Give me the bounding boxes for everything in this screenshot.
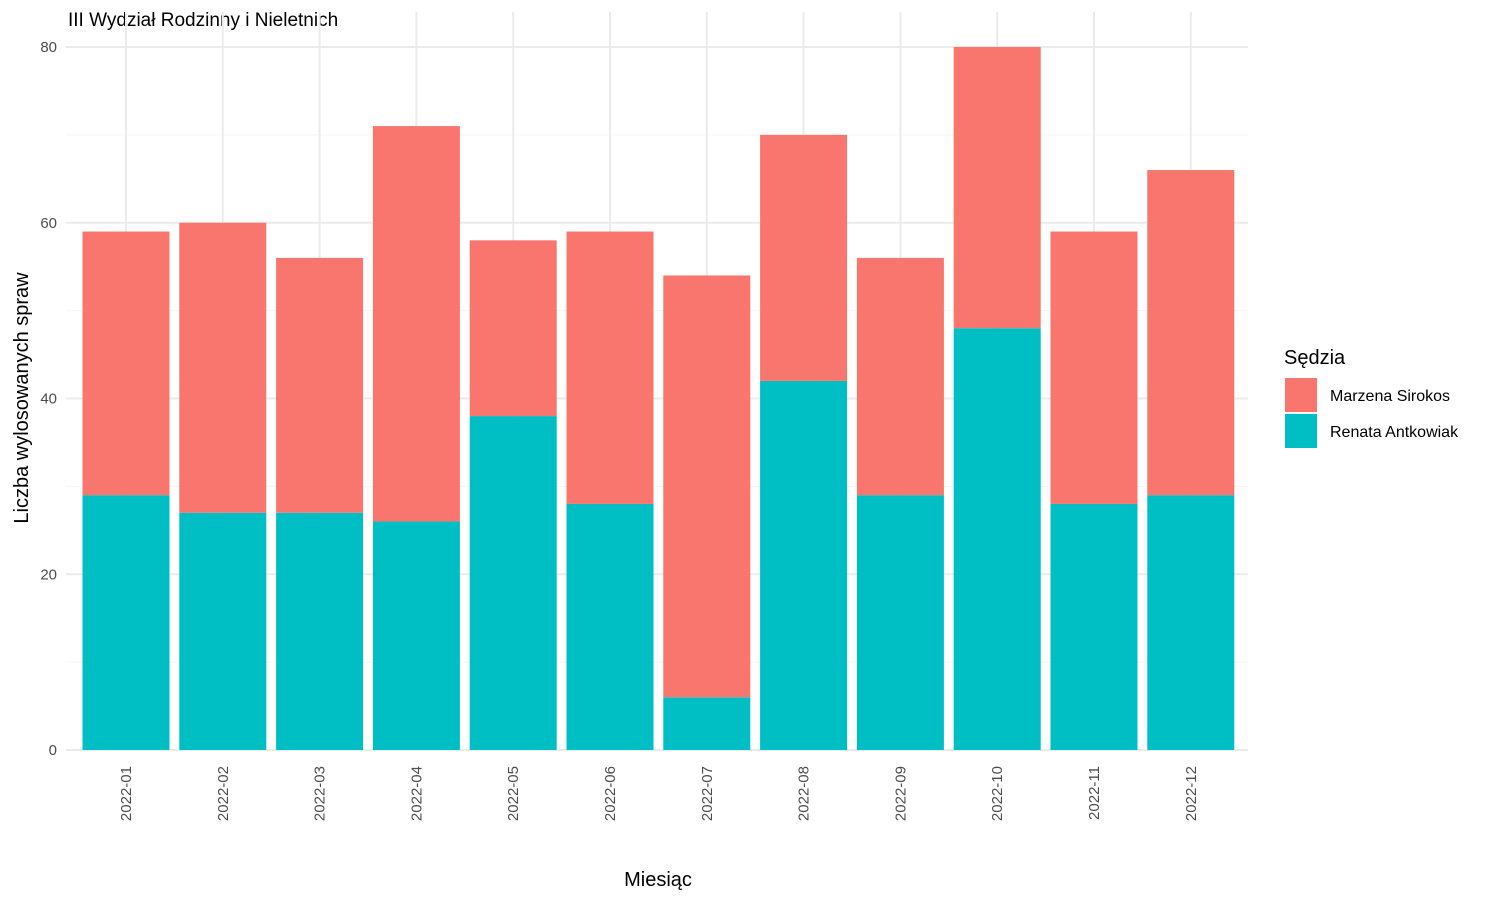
bar-segment <box>82 231 170 496</box>
x-axis: 2022-01 2022-02 2022-03 2022-04 2022-05 2022-… <box>118 766 1200 821</box>
y-tick-label: 0 <box>49 742 57 759</box>
y-axis-title: Liczba wylosowanych spraw <box>11 272 33 524</box>
bar-segment <box>953 47 1041 329</box>
y-tick-label: 20 <box>40 566 57 583</box>
bar-segment <box>663 275 751 698</box>
x-tick-label: 2022-05 <box>505 766 522 821</box>
bar-segment <box>372 521 460 750</box>
bar-segment <box>760 134 848 381</box>
bar-segment <box>1147 495 1235 750</box>
x-tick-label: 2022-10 <box>989 766 1006 821</box>
bar-segment <box>856 495 944 750</box>
chart-title: III Wydział Rodzinny i Nieletnich <box>68 10 338 31</box>
legend-label: Marzena Sirokos <box>1330 388 1450 405</box>
legend-title: Sędzia <box>1284 347 1346 369</box>
bar-segment <box>469 240 557 417</box>
bar-segment <box>566 503 654 750</box>
bar-segment <box>1147 170 1235 496</box>
bar-segment <box>179 512 267 750</box>
bar-segment <box>1050 503 1138 750</box>
x-tick-label: 2022-04 <box>408 766 425 821</box>
x-tick-label: 2022-03 <box>312 766 329 821</box>
legend-label: Renata Antkowiak <box>1330 424 1459 441</box>
legend-key <box>1285 378 1317 412</box>
bar-segment <box>276 257 364 513</box>
bar-segment <box>469 416 557 750</box>
x-tick-label: 2022-08 <box>796 766 813 821</box>
y-tick-label: 60 <box>40 215 57 232</box>
bar-segment <box>566 231 654 504</box>
bar-segment <box>372 126 460 522</box>
x-tick-label: 2022-02 <box>215 766 232 821</box>
legend: Sędzia Marzena Sirokos Renata Antkowiak <box>1284 347 1459 448</box>
bars <box>82 47 1235 750</box>
x-tick-label: 2022-09 <box>892 766 909 821</box>
y-tick-label: 40 <box>40 391 57 408</box>
bar-segment <box>82 495 170 750</box>
bar-segment <box>1050 231 1138 504</box>
x-tick-label: 2022-11 <box>1086 766 1103 820</box>
bar-segment <box>953 328 1041 750</box>
x-tick-label: 2022-06 <box>602 766 619 821</box>
x-tick-label: 2022-12 <box>1183 766 1200 821</box>
x-tick-label: 2022-01 <box>118 766 135 821</box>
bar-segment <box>276 512 364 750</box>
bar-segment <box>856 257 944 496</box>
y-tick-label: 80 <box>40 39 57 56</box>
legend-key <box>1285 414 1317 448</box>
bar-segment <box>760 380 848 750</box>
bar-segment <box>179 222 267 513</box>
x-tick-label: 2022-07 <box>699 766 716 821</box>
y-axis: 0 20 40 60 80 <box>40 39 57 759</box>
bar-segment <box>663 697 751 750</box>
x-axis-title: Miesiąc <box>624 869 692 891</box>
